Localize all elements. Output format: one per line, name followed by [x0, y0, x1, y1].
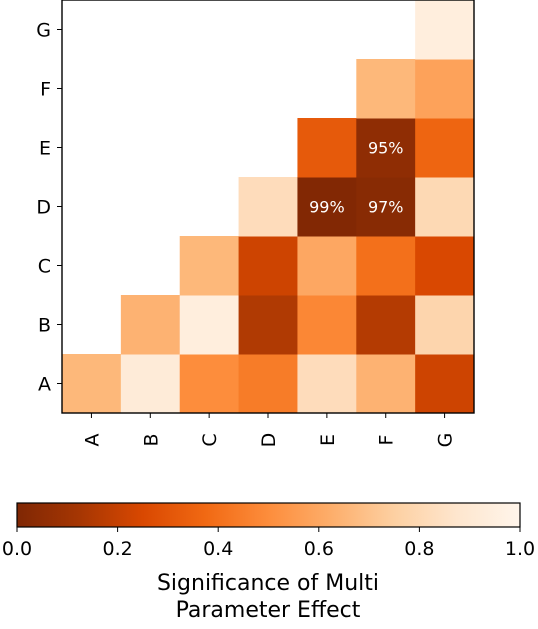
heatmap-cell-G-A — [415, 354, 475, 414]
heatmap-cell-D-A — [238, 354, 298, 414]
heatmap-cell-F-D — [356, 177, 416, 237]
y-tick-label-G: G — [36, 20, 51, 42]
heatmap-cell-C-A — [179, 354, 240, 414]
y-tick-label-F: F — [40, 79, 51, 101]
x-tick-label-B: B — [140, 433, 162, 446]
heatmap-cell-G-C — [415, 236, 475, 296]
y-tick-label-E: E — [39, 138, 51, 160]
colorbar: 0.0 0.2 0.4 0.6 0.8 1.0 Significance of Multi… — [2, 502, 535, 623]
heatmap-cell-G-E — [415, 118, 475, 178]
heatmap-cell-E-D — [297, 177, 357, 237]
heatmap-cell-D-C — [238, 236, 298, 296]
colorbar-tick-label-0.6: 0.6 — [304, 538, 334, 560]
heatmap-cell-F-B — [356, 295, 416, 355]
colorbar-tick-label-0.4: 0.4 — [203, 538, 233, 560]
x-tick-label-A: A — [81, 434, 103, 447]
heatmap-cell-E-B — [297, 295, 357, 355]
x-tick-label-D: D — [258, 433, 280, 448]
heatmap-cell-E-A — [297, 354, 357, 414]
heatmap-cell-E-E — [297, 118, 357, 178]
y-axis: A B C D E F G — [36, 20, 62, 396]
y-tick-label-C: C — [38, 256, 51, 278]
cell-annotation-E-D: 99% — [309, 198, 345, 217]
colorbar-gradient — [16, 502, 521, 528]
x-tick-label-G: G — [435, 433, 457, 448]
x-tick-label-F: F — [376, 435, 398, 446]
cell-annotations: 99% 97% 95% — [309, 139, 403, 217]
cell-annotation-F-E: 95% — [368, 139, 404, 158]
heatmap-cell-G-G — [415, 0, 475, 60]
heatmap-cell-B-B — [120, 295, 181, 355]
heatmap-cell-C-B — [179, 295, 240, 355]
heatmap-cell-E-C — [297, 236, 357, 296]
colorbar-tick-label-0.8: 0.8 — [404, 538, 434, 560]
y-tick-label-A: A — [38, 374, 51, 396]
heatmap-cells — [62, 0, 475, 414]
heatmap-cell-G-D — [415, 177, 475, 237]
cell-annotation-F-D: 97% — [368, 198, 404, 217]
colorbar-label-line1: Significance of Multi — [157, 571, 379, 596]
heatmap-cell-F-A — [356, 354, 416, 414]
colorbar-tick-label-0.2: 0.2 — [102, 538, 132, 560]
heatmap-cell-G-F — [415, 59, 475, 119]
colorbar-tick-label-1.0: 1.0 — [505, 538, 535, 560]
y-tick-label-D: D — [36, 197, 51, 219]
colorbar-ticks: 0.0 0.2 0.4 0.6 0.8 1.0 — [2, 527, 535, 560]
colorbar-label-line2: Parameter Effect — [176, 598, 361, 623]
heatmap-cell-D-D — [238, 177, 298, 237]
heatmap-cell-D-B — [238, 295, 298, 355]
heatmap-cell-A-A — [62, 354, 122, 414]
heatmap-cell-F-C — [356, 236, 416, 296]
heatmap-cell-G-B — [415, 295, 475, 355]
x-tick-label-E: E — [317, 434, 339, 446]
heatmap-cell-F-F — [356, 59, 416, 119]
colorbar-tick-label-0.0: 0.0 — [2, 538, 32, 560]
x-tick-label-C: C — [199, 433, 221, 446]
heatmap-cell-C-C — [179, 236, 240, 296]
heatmap-cell-B-A — [120, 354, 181, 414]
y-tick-label-B: B — [38, 315, 51, 337]
heatmap-cell-F-E — [356, 118, 416, 178]
x-axis: A B C D E F G — [81, 413, 457, 448]
